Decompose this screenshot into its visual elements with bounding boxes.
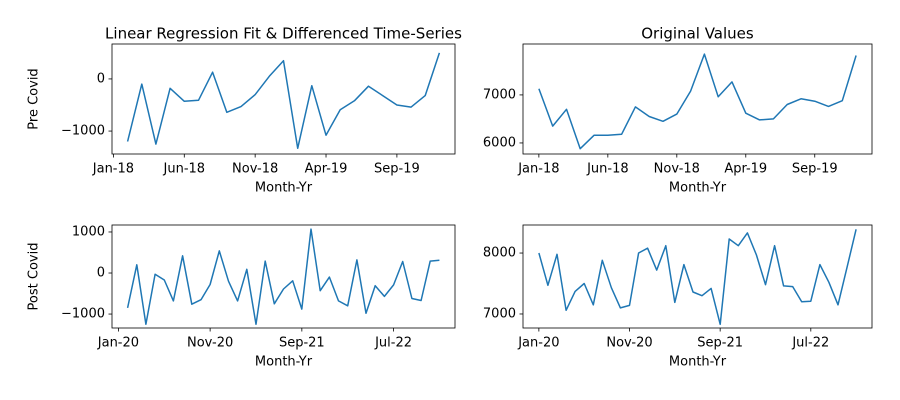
y-tick-label: −1000 (61, 124, 105, 139)
x-tick-label: Nov-20 (187, 336, 233, 351)
x-tick-label: Sep-21 (697, 336, 743, 351)
axes-frame (111, 43, 456, 155)
axes-frame (522, 224, 873, 329)
y-tick-label: 8000 (483, 246, 516, 261)
y-tick-label: 0 (97, 71, 105, 86)
y-axis-label: Post Covid (27, 243, 42, 311)
x-tick-label: Jul-22 (374, 336, 412, 351)
x-tick-label: Sep-19 (792, 162, 838, 177)
x-tick-label: Sep-19 (374, 162, 420, 177)
axes-frame (111, 224, 456, 329)
line (538, 229, 857, 326)
x-tick-label: Nov-18 (654, 162, 700, 177)
x-tick-label: Jan-20 (97, 336, 139, 351)
x-tick-label: Nov-18 (232, 162, 278, 177)
x-tick-label: Jun-18 (586, 162, 629, 177)
y-tick-label: 0 (97, 266, 105, 281)
x-tick-label: Jan-18 (92, 162, 134, 177)
y-tick-label: 7000 (483, 306, 516, 321)
x-tick-label: Sep-21 (279, 336, 325, 351)
y-tick-label: 6000 (483, 135, 516, 150)
x-tick-label: Jan-18 (517, 162, 559, 177)
x-tick-label: Apr-19 (724, 162, 767, 177)
x-tick-label: Jul-22 (791, 336, 829, 351)
chart-title: Linear Regression Fit & Differenced Time… (105, 25, 462, 43)
chart-title: Original Values (641, 25, 754, 43)
axes-frame (522, 43, 873, 155)
line (126, 228, 440, 326)
line (126, 52, 441, 150)
x-axis-label: Month-Yr (255, 355, 313, 370)
line (538, 53, 857, 150)
y-tick-label: 7000 (483, 87, 516, 102)
x-tick-label: Jan-20 (517, 336, 559, 351)
x-tick-label: Nov-20 (606, 336, 652, 351)
y-tick-label: 1000 (72, 224, 105, 239)
x-axis-label: Month-Yr (255, 181, 313, 196)
x-axis-label: Month-Yr (669, 355, 727, 370)
x-axis-label: Month-Yr (669, 181, 727, 196)
x-tick-label: Jun-18 (163, 162, 206, 177)
x-tick-label: Apr-19 (305, 162, 348, 177)
y-tick-label: −1000 (61, 307, 105, 322)
y-axis-label: Pre Covid (27, 68, 42, 129)
